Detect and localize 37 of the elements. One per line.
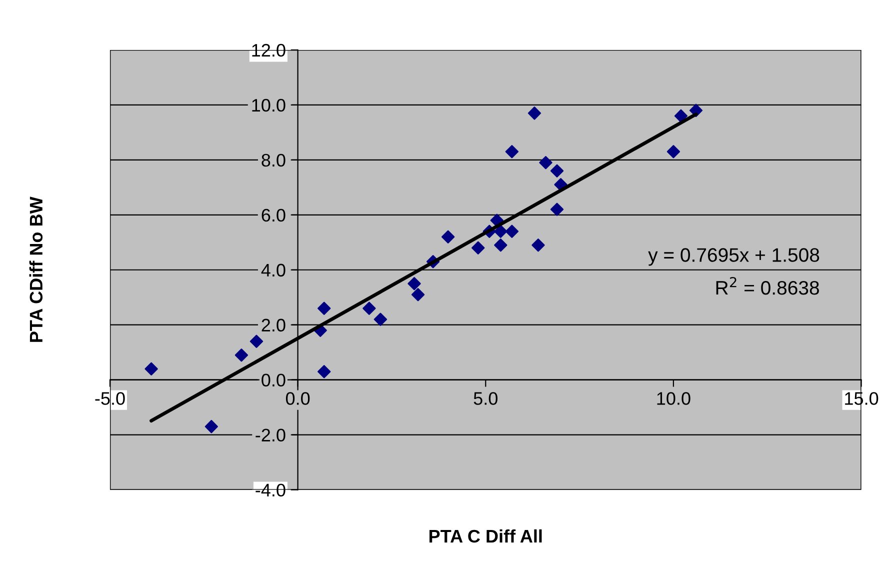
x-tick-label: 5.0 <box>474 392 498 405</box>
y-tick-label: 6.0 <box>262 208 286 222</box>
point <box>144 362 158 376</box>
point <box>408 277 421 290</box>
point <box>528 106 542 120</box>
point <box>362 302 376 315</box>
y-tick-label: 10.0 <box>252 98 286 112</box>
point <box>204 420 218 434</box>
y-tick-label: 4.0 <box>261 264 286 277</box>
point <box>441 230 455 244</box>
point <box>250 334 264 348</box>
point <box>411 288 425 302</box>
point <box>532 238 545 252</box>
x-axis-title: PTA C Diff All <box>430 529 542 543</box>
point <box>318 302 331 315</box>
point <box>472 241 485 254</box>
point <box>494 224 508 238</box>
annotation: R$^{2}$ = 0.8638 <box>716 277 819 295</box>
y-tick-label: 0.0 <box>262 374 286 387</box>
y-axis-title: PTA CDiff No BW <box>29 196 43 342</box>
point <box>550 202 564 216</box>
point <box>374 312 388 326</box>
y-tick-label: -2.0 <box>256 428 286 442</box>
point <box>539 156 552 170</box>
point <box>318 364 331 378</box>
point <box>674 109 688 123</box>
y-tick-label: 2.0 <box>262 318 286 332</box>
point <box>505 145 519 158</box>
point <box>666 145 680 158</box>
point <box>550 164 564 178</box>
x-tick-label: 0.0 <box>286 392 310 405</box>
y-tick-label: 8.0 <box>262 154 286 167</box>
point <box>505 224 519 238</box>
annotation: y = 0.7695x + 1.508 <box>648 248 820 266</box>
x-tick-label: 10.0 <box>657 392 690 405</box>
point <box>234 348 248 362</box>
point <box>494 238 508 252</box>
